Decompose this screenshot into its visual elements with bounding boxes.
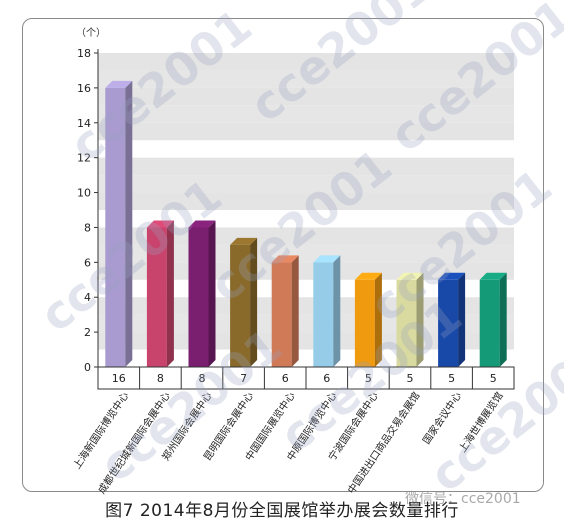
wechat-watermark: 微信号：cce2001 — [405, 491, 521, 507]
grid-band — [98, 192, 514, 210]
data-label: 6 — [282, 372, 289, 385]
grid-band — [98, 175, 514, 193]
bar — [146, 220, 174, 367]
bar — [438, 272, 466, 367]
data-label: 5 — [407, 372, 414, 385]
bar-top — [271, 255, 299, 263]
y-tick-label: 14 — [77, 117, 91, 130]
bar-front — [354, 279, 375, 367]
y-tick-label: 6 — [84, 256, 91, 269]
bar-side — [166, 220, 174, 367]
bar-front — [188, 227, 209, 367]
chart-caption: 图7 2014年8月份全国展馆举办展会数量排行 — [105, 501, 459, 521]
grid-band — [98, 157, 514, 176]
bar-top — [105, 80, 133, 88]
bar-front — [105, 87, 126, 367]
bar-top — [188, 220, 216, 228]
bar — [105, 80, 133, 367]
value-table: 16 8 8 7 6 6 5 5 5 5 — [97, 366, 515, 390]
bar — [313, 255, 341, 367]
bar — [271, 255, 299, 367]
y-tick-label: 8 — [84, 221, 91, 234]
bar-front — [146, 227, 167, 367]
data-label: 5 — [365, 372, 372, 385]
y-tick-label: 2 — [84, 326, 91, 339]
bar — [396, 272, 424, 367]
bar-front — [313, 262, 334, 367]
y-tick-label: 4 — [84, 291, 91, 304]
data-label: 16 — [112, 372, 126, 385]
data-label: 5 — [490, 372, 497, 385]
bar-side — [333, 255, 341, 367]
bar-side — [458, 272, 466, 367]
grid-band — [98, 53, 514, 71]
x-tick-label: 上海世博展览馆 — [456, 389, 506, 454]
bar-front — [230, 244, 251, 367]
bar-top — [396, 272, 424, 280]
x-tick-label: 中国进出口商品交易会展馆 — [345, 389, 423, 496]
bar-top — [146, 220, 174, 228]
y-unit-label: （个） — [76, 27, 106, 39]
y-tick-label: 12 — [77, 152, 91, 165]
data-label: 8 — [157, 372, 164, 385]
data-label: 8 — [199, 372, 206, 385]
bar-side — [374, 272, 382, 367]
bar-front — [479, 279, 500, 367]
data-label: 6 — [323, 372, 330, 385]
bar — [230, 237, 258, 367]
bar-side — [291, 255, 299, 367]
bar — [188, 220, 216, 367]
bar — [354, 272, 382, 367]
bar-side — [499, 272, 507, 367]
y-tick-label: 16 — [77, 82, 91, 95]
bar-side — [125, 80, 133, 367]
grid-band — [98, 122, 514, 141]
bar-side — [416, 272, 424, 367]
bar-top — [230, 237, 258, 245]
grid-band — [98, 87, 514, 106]
y-tick-label: 0 — [84, 361, 91, 374]
data-label: 7 — [240, 372, 247, 385]
bars — [105, 80, 507, 367]
bar-front — [396, 279, 417, 367]
x-axis-labels: 上海新国际博览中心成都世纪城新国际会展中心郑州国际会展中心昆明国际会展中心中国国… — [70, 389, 506, 496]
bar-top — [479, 272, 507, 280]
grid-band — [98, 105, 514, 123]
bar-top — [313, 255, 341, 263]
bar-front — [271, 262, 292, 367]
data-label: 5 — [448, 372, 455, 385]
bar-top — [354, 272, 382, 280]
y-tick-label: 10 — [77, 187, 91, 200]
bar-front — [438, 279, 459, 367]
x-tick-label: 国家会议中心 — [420, 389, 464, 446]
bar-side — [208, 220, 216, 367]
bar — [479, 272, 507, 367]
x-tick-label: 成都世纪城新国际会展中心 — [95, 389, 173, 496]
bar-top — [438, 272, 466, 280]
grid-band — [98, 70, 514, 88]
bar-side — [250, 237, 258, 367]
y-tick-label: 18 — [77, 47, 91, 60]
